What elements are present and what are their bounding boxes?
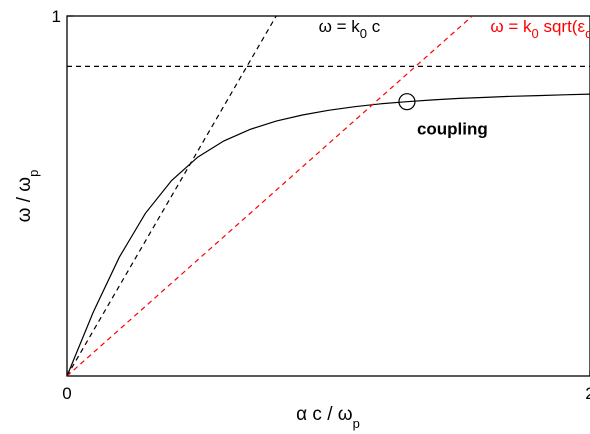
- line-label-1: ω = k0 sqrt(εd) c: [490, 17, 590, 41]
- line-label-1-part-3: d: [585, 26, 590, 41]
- x-tick-label-1: 2: [585, 384, 590, 403]
- y-axis-label-sub: p: [26, 170, 41, 177]
- y-axis-label-main: ω / ω: [14, 177, 35, 223]
- line-label-1-part-1: 0: [532, 26, 539, 41]
- coupling-marker: [398, 93, 416, 111]
- x-axis-label-main: α c / ω: [296, 404, 353, 425]
- y-tick-label-0: 1: [52, 7, 61, 26]
- x-axis-label-sub: p: [353, 416, 360, 431]
- plot-frame: [66, 15, 590, 377]
- series-line-0: [66, 93, 590, 377]
- series-line-1: [66, 15, 277, 377]
- coupling-label: coupling: [417, 120, 488, 139]
- annotation-layer: ω = k0 cω = k0 sqrt(εd) ccoupling: [319, 17, 590, 138]
- tick-layer: 0 2 1: [52, 7, 590, 403]
- y-axis-label: ω / ωp: [14, 170, 41, 223]
- line-label-0-part-2: c: [367, 17, 381, 36]
- line-label-0-part-0: ω = k: [319, 17, 361, 36]
- line-label-1-part-0: ω = k: [490, 17, 532, 36]
- line-label-1-part-2: sqrt(ε: [539, 17, 586, 36]
- series-layer: [66, 15, 590, 377]
- series-line-2: [66, 15, 473, 377]
- line-label-0: ω = k0 c: [319, 17, 381, 41]
- line-label-0-part-1: 0: [360, 26, 367, 41]
- x-axis-label: α c / ωp: [296, 404, 360, 431]
- x-tick-label-0: 0: [62, 384, 71, 403]
